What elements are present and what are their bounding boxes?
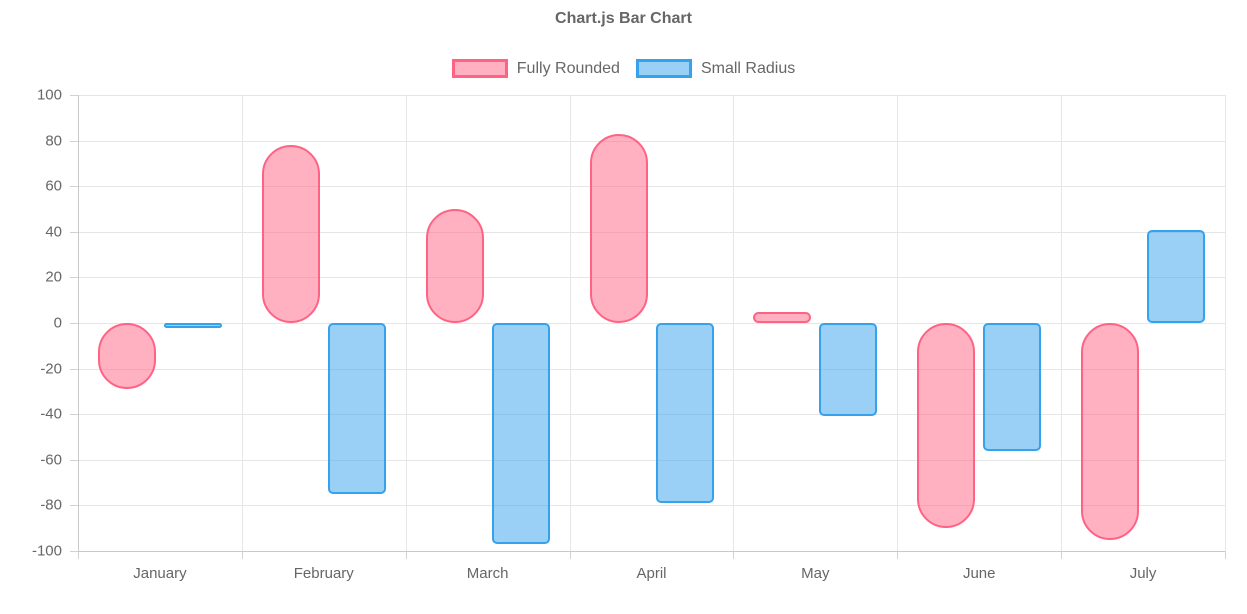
x-tick-label: April: [636, 565, 667, 582]
y-tick-label: -40: [40, 405, 62, 423]
y-axis-tick: [70, 414, 78, 416]
y-axis-tick: [70, 95, 78, 96]
gridline-vertical: [897, 95, 899, 551]
gridline-vertical: [1061, 95, 1063, 551]
gridline-horizontal: [78, 459, 1225, 461]
x-tick-label: July: [1129, 565, 1157, 582]
bar-fully-rounded-june[interactable]: [917, 323, 976, 529]
x-axis-tick: [569, 551, 571, 559]
gridline-vertical: [569, 95, 571, 551]
legend-swatch-small-radius: [635, 59, 692, 78]
y-axis-tick: [70, 368, 78, 370]
legend-label-small-radius: Small Radius: [700, 59, 796, 77]
gridline-horizontal: [78, 231, 1225, 233]
y-tick-label: 80: [45, 132, 62, 150]
y-axis-tick: [70, 459, 78, 461]
bar-small-radius-january[interactable]: [163, 323, 222, 328]
y-axis-tick: [70, 505, 78, 507]
x-axis-tick: [1061, 551, 1063, 559]
chart-title: Chart.js Bar Chart: [555, 10, 692, 27]
bar-fully-rounded-march[interactable]: [425, 209, 484, 323]
gridline-horizontal: [78, 368, 1225, 370]
y-tick-label: 40: [45, 223, 62, 241]
gridline-horizontal: [78, 277, 1225, 279]
y-tick-label: 100: [36, 86, 62, 104]
y-axis-tick: [70, 551, 78, 552]
bar-fully-rounded-january[interactable]: [97, 323, 156, 390]
legend-item-small-radius[interactable]: Small Radius: [635, 59, 796, 78]
y-axis-tick: [70, 323, 78, 324]
gridline-horizontal: [78, 414, 1225, 416]
x-tick-label: June: [962, 565, 996, 582]
x-axis-tick: [241, 551, 243, 559]
x-tick-label: February: [293, 565, 354, 582]
gridline-vertical: [241, 95, 243, 551]
gridline-horizontal: [78, 323, 1225, 324]
y-tick-label: -100: [31, 542, 62, 560]
y-axis-tick: [70, 277, 78, 279]
y-tick-label: 0: [53, 314, 62, 332]
x-axis-tick: [1225, 551, 1226, 559]
gridline-vertical: [1225, 95, 1226, 551]
x-axis-tick: [733, 551, 735, 559]
chart-legend: Fully Rounded Small Radius: [0, 59, 1247, 78]
bar-small-radius-april[interactable]: [655, 323, 714, 504]
y-axis-tick: [70, 186, 78, 188]
y-axis-tick: [70, 140, 78, 142]
y-tick-label: 60: [45, 177, 62, 195]
y-axis-border: [78, 95, 79, 552]
bar-small-radius-june[interactable]: [983, 323, 1042, 451]
y-axis-tick: [70, 231, 78, 233]
y-tick-label: -80: [40, 496, 62, 514]
y-tick-label: -60: [40, 451, 62, 469]
bar-small-radius-february[interactable]: [327, 323, 386, 494]
bar-fully-rounded-july[interactable]: [1081, 323, 1140, 540]
x-tick-label: January: [133, 565, 187, 582]
x-axis-tick: [78, 551, 79, 559]
x-axis-border: [78, 551, 1225, 552]
gridline-horizontal: [78, 140, 1225, 142]
x-tick-label: March: [466, 565, 509, 582]
gridline-horizontal: [78, 186, 1225, 188]
gridline-horizontal: [78, 505, 1225, 507]
x-axis-tick: [897, 551, 899, 559]
bar-fully-rounded-february[interactable]: [261, 145, 320, 323]
bar-small-radius-july[interactable]: [1147, 229, 1206, 323]
legend-item-fully-rounded[interactable]: Fully Rounded: [451, 59, 620, 78]
legend-swatch-fully-rounded: [451, 59, 508, 78]
bar-fully-rounded-april[interactable]: [589, 133, 648, 323]
gridline-vertical: [733, 95, 735, 551]
legend-label-fully-rounded: Fully Rounded: [516, 59, 620, 77]
bar-small-radius-may[interactable]: [819, 323, 878, 417]
x-tick-label: May: [801, 565, 830, 582]
gridline-horizontal: [78, 95, 1225, 96]
gridline-vertical: [405, 95, 407, 551]
y-tick-label: 20: [45, 268, 62, 286]
y-tick-label: -20: [40, 360, 62, 378]
bar-small-radius-march[interactable]: [491, 323, 550, 545]
bar-fully-rounded-may[interactable]: [753, 311, 812, 323]
x-axis-tick: [405, 551, 407, 559]
